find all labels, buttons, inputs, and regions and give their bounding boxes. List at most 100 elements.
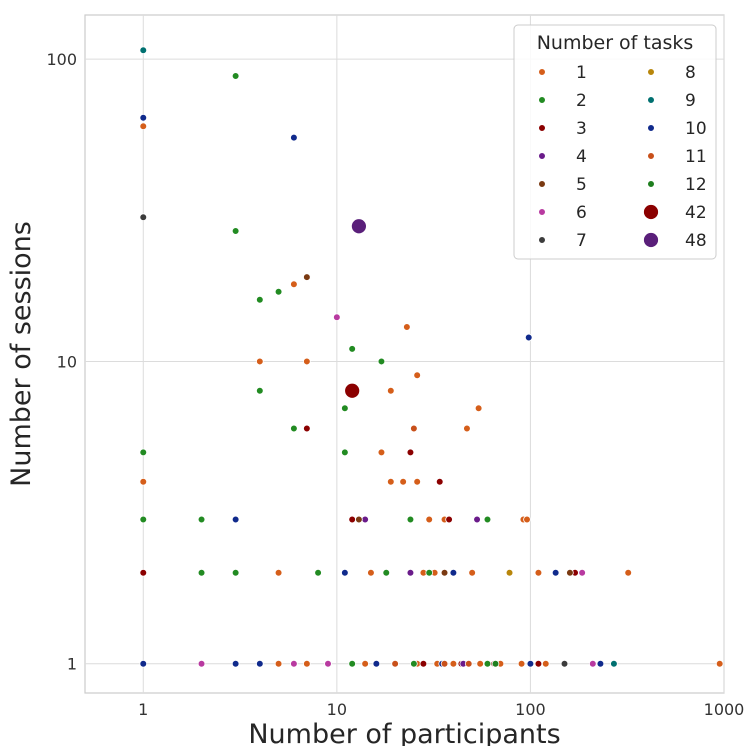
x-ticks: 1 10 100 1000	[138, 700, 744, 719]
legend-label: 9	[685, 91, 696, 111]
data-point	[197, 659, 206, 668]
data-point	[274, 568, 283, 577]
data-point	[139, 568, 148, 577]
data-point	[551, 568, 560, 577]
legend-marker	[538, 96, 546, 104]
data-point	[435, 477, 444, 486]
data-point	[303, 357, 311, 366]
x-tick-label: 100	[515, 700, 546, 719]
legend-label: 10	[685, 119, 707, 139]
legend-marker	[538, 236, 546, 244]
data-point	[139, 213, 148, 222]
data-point	[314, 568, 322, 577]
data-point	[624, 568, 633, 577]
data-point	[333, 313, 341, 322]
data-point	[449, 659, 458, 668]
data-point	[139, 659, 148, 668]
legend-label: 3	[576, 119, 587, 139]
data-point	[256, 386, 264, 395]
data-point	[413, 371, 421, 380]
legend-label: 7	[576, 231, 587, 251]
data-point	[139, 46, 148, 55]
data-point	[474, 404, 483, 413]
data-point	[351, 218, 367, 235]
data-point	[463, 424, 471, 433]
data-point	[391, 659, 399, 668]
data-point	[534, 659, 543, 668]
data-point	[256, 357, 264, 366]
data-point	[596, 659, 605, 668]
data-point	[523, 515, 531, 524]
data-point	[290, 133, 298, 142]
data-point	[464, 659, 473, 668]
data-point	[534, 568, 543, 577]
data-point	[341, 568, 349, 577]
data-point	[377, 357, 386, 366]
data-point	[139, 113, 148, 122]
data-point	[256, 659, 264, 668]
data-point	[290, 659, 298, 668]
data-point	[449, 568, 458, 577]
legend-label: 12	[685, 175, 707, 195]
legend-box	[513, 24, 717, 260]
data-point	[413, 477, 421, 486]
data-point	[231, 227, 240, 235]
x-tick-label: 1	[138, 700, 148, 719]
data-point	[526, 659, 535, 668]
data-point	[355, 515, 363, 524]
data-point	[382, 568, 391, 577]
data-point	[348, 659, 356, 668]
legend-marker	[538, 124, 546, 132]
legend-label: 48	[685, 231, 707, 251]
legend-label: 6	[576, 203, 587, 223]
data-point	[361, 659, 369, 668]
data-point	[139, 122, 148, 131]
data-point	[231, 72, 240, 80]
y-axis-label: Number of sessions	[6, 221, 37, 487]
data-point	[274, 287, 283, 296]
data-point	[139, 477, 148, 486]
y-ticks: 1 10 100	[46, 50, 77, 674]
x-tick-label: 10	[327, 700, 347, 719]
legend-label: 42	[685, 203, 707, 223]
data-point	[231, 568, 240, 577]
data-point	[566, 568, 574, 577]
data-point	[274, 659, 283, 668]
legend-marker	[538, 208, 546, 216]
data-point	[139, 515, 148, 524]
legend-marker	[647, 152, 655, 160]
legend-label: 2	[576, 91, 587, 111]
data-point	[410, 659, 418, 668]
data-point	[367, 568, 375, 577]
data-point	[425, 515, 434, 524]
data-point	[399, 477, 407, 486]
data-point	[387, 477, 395, 486]
data-point	[410, 424, 418, 433]
data-point	[324, 659, 332, 668]
data-point	[256, 295, 264, 304]
data-point	[290, 424, 298, 433]
legend-marker	[538, 68, 546, 76]
legend-label: 1	[576, 63, 587, 83]
data-point	[406, 448, 415, 457]
legend-title: Number of tasks	[537, 32, 694, 54]
legend-marker	[647, 180, 655, 188]
legend-marker	[643, 232, 659, 248]
data-point	[344, 382, 361, 399]
data-point	[578, 568, 586, 577]
data-point	[425, 568, 434, 577]
legend-label: 5	[576, 175, 587, 195]
legend-label: 8	[685, 63, 696, 83]
data-point	[517, 659, 526, 668]
data-point	[197, 568, 206, 577]
y-tick-label: 100	[46, 50, 77, 69]
data-point	[231, 659, 240, 668]
data-point	[468, 568, 476, 577]
legend-marker	[643, 204, 659, 220]
data-point	[483, 659, 492, 668]
legend-marker	[647, 124, 655, 132]
x-axis-label: Number of participants	[248, 719, 560, 746]
legend-marker	[647, 96, 655, 104]
